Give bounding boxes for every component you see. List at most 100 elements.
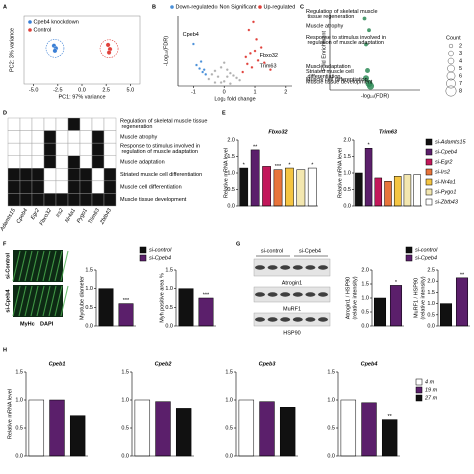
- blot-band: [292, 292, 303, 297]
- matrix-cell: [43, 180, 57, 194]
- gene-label: Egr2: [30, 208, 41, 221]
- significance: ***: [275, 164, 282, 170]
- matrix-cell: [67, 168, 81, 182]
- y-tick-label: 0.5: [361, 309, 369, 315]
- y-tick-label: 0.5: [165, 305, 173, 311]
- term-label: Muscle tissue development: [120, 197, 187, 203]
- stain-label: MyHc: [20, 321, 35, 327]
- term-label: Muscle atrophy: [306, 24, 344, 30]
- y-tick-label: 1.5: [227, 154, 235, 160]
- y-tick-label: 0.5: [327, 425, 335, 431]
- term-label: Muscle adaptation: [120, 159, 165, 165]
- legend-label: 8: [459, 88, 462, 94]
- legend-swatch: [425, 188, 433, 196]
- annotation: Trim63: [260, 64, 277, 70]
- blot-band: [292, 317, 303, 322]
- point: [252, 20, 255, 24]
- point: [225, 68, 229, 72]
- y-tick-label: 1.0: [427, 301, 435, 307]
- legend-swatch: [139, 254, 147, 262]
- blot-band: [318, 292, 328, 297]
- point: [210, 72, 214, 76]
- legend-swatch: [170, 5, 174, 9]
- legend-swatch: [425, 158, 433, 166]
- legend-label: 3: [459, 51, 462, 57]
- matrix-cell: [31, 180, 45, 194]
- significance: *: [395, 280, 398, 286]
- blot-band: [280, 292, 291, 297]
- y-tick-label: 1.0: [121, 397, 129, 403]
- blot-band: [318, 317, 328, 322]
- matrix-cell: [7, 130, 21, 144]
- y-tick-label: 2.0: [361, 267, 369, 273]
- bar: [273, 169, 283, 207]
- x-tick-label: 2: [284, 89, 287, 95]
- x-tick-label: 0: [223, 89, 226, 95]
- point: [228, 71, 232, 75]
- matrix-cell: [7, 142, 21, 156]
- point: [256, 58, 260, 62]
- y-tick-label: 0.5: [227, 187, 235, 193]
- bubble: [362, 16, 367, 21]
- legend-swatch: [28, 20, 32, 24]
- significance: ***: [123, 298, 130, 304]
- matrix-cell: [79, 193, 93, 207]
- y-tick-label: 1.0: [327, 397, 335, 403]
- x-tick-label: -5.0: [29, 87, 38, 93]
- term-label: Muscle cell differentiation: [120, 185, 182, 191]
- legend-label: si-Cpeb4: [149, 255, 171, 261]
- point: [202, 68, 206, 72]
- legend-label: si-Cpeb4: [415, 255, 437, 261]
- legend-label: 2: [459, 43, 462, 49]
- point: [222, 79, 226, 83]
- matrix-cell: [55, 193, 69, 207]
- y-tick-label: 0.5: [225, 425, 233, 431]
- image-label: si-Control: [5, 253, 11, 279]
- y-tick-label: 1.0: [343, 170, 351, 176]
- matrix-cell: [55, 142, 69, 156]
- y-tick-label: 0.0: [361, 323, 369, 329]
- legend-label: Cpeb4 knockdown: [34, 19, 79, 25]
- matrix-cell: [31, 142, 45, 156]
- matrix-cell: [19, 180, 33, 194]
- lane-group-label: si-control: [261, 248, 283, 254]
- y-tick-label: 0.5: [121, 425, 129, 431]
- y-tick-label: 0.0: [165, 323, 173, 329]
- y-tick-label: 1.5: [327, 369, 335, 375]
- matrix-cell: [19, 142, 33, 156]
- matrix-cell: [43, 193, 57, 207]
- point: [222, 61, 226, 65]
- y-tick-label: 1.5: [225, 369, 233, 375]
- matrix-cell: [79, 142, 93, 156]
- panel-label: D: [3, 110, 7, 116]
- legend-swatch: [425, 168, 433, 176]
- matrix-cell: [91, 168, 105, 182]
- legend-swatch: [425, 148, 433, 156]
- bar: [373, 297, 387, 327]
- micrograph-fiber: [24, 285, 33, 317]
- matrix-cell: [103, 117, 117, 131]
- legend-label: 4 m: [425, 379, 435, 385]
- significance: *: [243, 163, 246, 169]
- panel-label: C: [300, 4, 304, 10]
- matrix-cell: [91, 142, 105, 156]
- legend-title: Count: [446, 35, 461, 41]
- bubble: [363, 75, 369, 82]
- term-label: Response to stimulus involved in regulat…: [120, 144, 200, 156]
- bar: [49, 399, 65, 457]
- micrograph-fiber: [18, 250, 27, 282]
- chart-title: Cpeb3: [259, 361, 276, 367]
- y-tick-label: 1.5: [85, 267, 93, 273]
- point: [199, 60, 203, 63]
- bar: [198, 297, 214, 327]
- bar: [134, 399, 151, 457]
- bubble: [364, 42, 368, 47]
- point: [253, 49, 257, 53]
- micrograph-fiber: [42, 285, 51, 317]
- y-tick-label: 0.0: [15, 453, 23, 459]
- legend-swatch: [214, 5, 218, 9]
- bubble: [365, 68, 370, 73]
- point: [244, 55, 248, 59]
- y-tick-label: 1.0: [15, 397, 23, 403]
- legend-label: si-Irs2: [435, 169, 450, 175]
